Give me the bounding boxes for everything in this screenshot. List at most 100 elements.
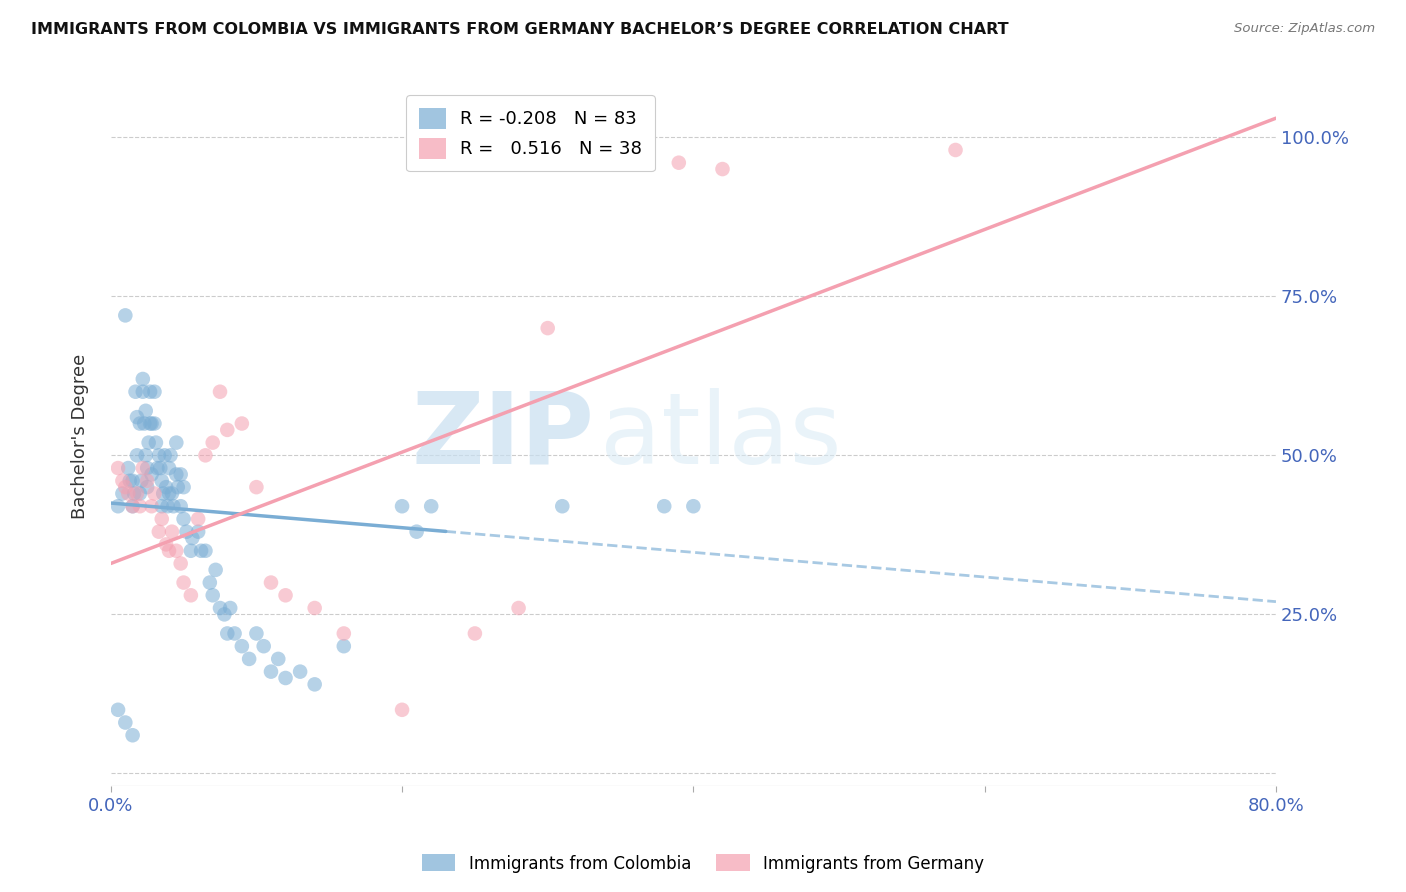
Point (238, 652, 260, 666)
Point (274, 588, 297, 602)
Point (143, 417, 166, 431)
Point (208, 601, 231, 615)
Point (150, 500, 173, 514)
Point (682, 500, 704, 514)
Point (245, 480, 267, 494)
Point (288, 665, 311, 679)
Point (201, 435, 224, 450)
Point (107, 703, 129, 717)
Point (267, 652, 290, 666)
Point (214, 607, 236, 622)
Point (129, 486, 152, 500)
Point (173, 512, 195, 526)
Point (146, 461, 169, 475)
Point (160, 486, 183, 500)
Point (405, 524, 427, 539)
Point (135, 448, 157, 462)
Point (165, 435, 187, 450)
Point (217, 423, 239, 437)
Point (170, 500, 193, 514)
Point (165, 467, 187, 482)
Point (121, 474, 143, 488)
Point (136, 474, 159, 488)
Point (107, 500, 129, 514)
Point (148, 448, 170, 462)
Point (150, 474, 173, 488)
Point (304, 601, 326, 615)
Point (139, 384, 162, 399)
Text: IMMIGRANTS FROM COLOMBIA VS IMMIGRANTS FROM GERMANY BACHELOR’S DEGREE CORRELATIO: IMMIGRANTS FROM COLOMBIA VS IMMIGRANTS F… (31, 22, 1008, 37)
Point (176, 524, 198, 539)
Point (111, 486, 134, 500)
Point (245, 626, 267, 640)
Point (132, 461, 155, 475)
Point (180, 543, 202, 558)
Point (945, 143, 967, 157)
Text: Source: ZipAtlas.com: Source: ZipAtlas.com (1234, 22, 1375, 36)
Point (114, 480, 136, 494)
Point (391, 500, 413, 514)
Point (143, 384, 166, 399)
Point (224, 626, 246, 640)
Point (141, 500, 163, 514)
Point (118, 474, 141, 488)
Point (152, 486, 174, 500)
Point (652, 500, 675, 514)
Point (165, 543, 187, 558)
Point (333, 626, 356, 640)
Point (711, 162, 734, 177)
Point (121, 500, 143, 514)
Point (125, 410, 148, 425)
Point (198, 575, 221, 590)
Point (187, 524, 209, 539)
Point (260, 575, 283, 590)
Point (129, 417, 152, 431)
Point (194, 448, 217, 462)
Point (508, 601, 530, 615)
Legend: Immigrants from Colombia, Immigrants from Germany: Immigrants from Colombia, Immigrants fro… (416, 847, 990, 880)
Point (194, 543, 217, 558)
Point (201, 588, 224, 602)
Point (253, 639, 276, 653)
Point (143, 486, 166, 500)
Point (180, 588, 202, 602)
Point (129, 500, 152, 514)
Point (145, 435, 167, 450)
Point (150, 512, 173, 526)
Point (107, 461, 129, 475)
Point (274, 671, 297, 685)
Point (231, 417, 253, 431)
Point (148, 524, 170, 539)
Point (125, 486, 148, 500)
Point (217, 626, 239, 640)
Point (157, 543, 180, 558)
Point (391, 703, 413, 717)
Point (155, 480, 177, 494)
Point (114, 715, 136, 730)
Point (464, 626, 486, 640)
Point (132, 372, 155, 386)
Point (111, 474, 134, 488)
Point (231, 639, 253, 653)
Point (134, 417, 156, 431)
Point (170, 557, 193, 571)
Point (166, 480, 188, 494)
Y-axis label: Bachelor's Degree: Bachelor's Degree (72, 353, 89, 519)
Point (304, 677, 326, 691)
Point (136, 461, 159, 475)
Point (121, 500, 143, 514)
Point (159, 448, 181, 462)
Point (155, 537, 177, 551)
Point (208, 384, 231, 399)
Point (149, 461, 172, 475)
Point (333, 639, 356, 653)
Point (117, 486, 139, 500)
Text: ZIP: ZIP (412, 388, 595, 484)
Legend: R = -0.208   N = 83, R =   0.516   N = 38: R = -0.208 N = 83, R = 0.516 N = 38 (406, 95, 655, 171)
Point (420, 500, 443, 514)
Point (141, 417, 163, 431)
Point (537, 321, 560, 335)
Point (139, 417, 162, 431)
Point (181, 531, 204, 545)
Point (157, 486, 180, 500)
